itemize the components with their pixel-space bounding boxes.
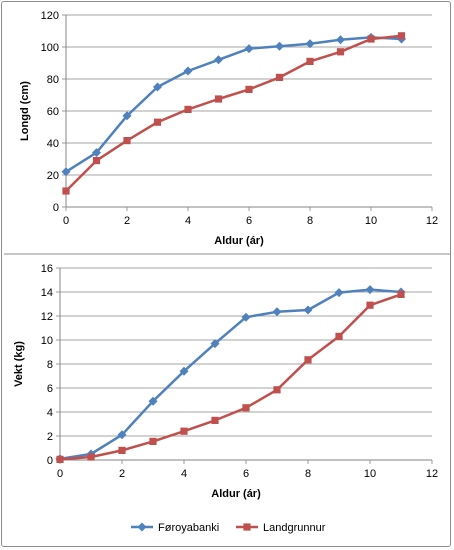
y-tick-label: 4 [47, 407, 53, 419]
data-point-landgrunnur [211, 416, 219, 424]
data-point-f-royabanki [365, 285, 375, 295]
data-point-landgrunnur [153, 118, 162, 126]
y-tick-label: 10 [41, 335, 53, 347]
x-tick-label: 12 [426, 468, 438, 480]
data-point-landgrunnur [123, 137, 131, 145]
y-tick-label: 120 [41, 10, 59, 22]
y-tick-label: 100 [41, 42, 59, 54]
x-tick-label: 0 [63, 215, 69, 227]
y-axis-title: Longd (cm) [19, 81, 31, 141]
x-tick-label: 10 [365, 215, 377, 227]
x-tick-label: 8 [307, 215, 313, 227]
data-point-landgrunnur [242, 404, 250, 412]
y-tick-label: 80 [47, 74, 59, 86]
data-point-f-royabanki [61, 167, 71, 177]
y-tick-label: 0 [53, 202, 59, 214]
data-point-f-royabanki [244, 44, 254, 54]
data-point-landgrunnur [275, 73, 284, 81]
data-point-f-royabanki [117, 430, 127, 440]
y-tick-label: 40 [47, 138, 59, 150]
x-tick-label: 8 [305, 468, 311, 480]
y-tick-label: 6 [47, 383, 53, 395]
x-tick-label: 6 [243, 468, 249, 480]
x-tick-label: 2 [124, 215, 130, 227]
data-point-f-royabanki [92, 148, 101, 158]
y-tick-label: 14 [41, 287, 53, 299]
y-tick-label: 12 [41, 311, 53, 323]
x-tick-label: 4 [185, 215, 191, 227]
series-line-f-royabanki [65, 36, 402, 173]
series-line-landgrunnur [59, 293, 402, 461]
data-point-f-royabanki [122, 111, 132, 121]
series-line-f-royabanki [59, 288, 402, 461]
data-point-landgrunnur [184, 105, 192, 113]
data-point-f-royabanki [153, 82, 162, 92]
y-tick-label: 8 [47, 359, 53, 371]
data-point-landgrunnur [397, 32, 406, 40]
y-tick-label: 2 [47, 431, 53, 443]
data-point-f-royabanki [336, 35, 345, 45]
data-point-landgrunnur [397, 290, 405, 298]
data-point-f-royabanki [214, 55, 223, 65]
data-point-f-royabanki [305, 39, 315, 49]
data-point-f-royabanki [210, 339, 220, 349]
data-point-landgrunnur [56, 455, 64, 463]
x-axis-title: Aldur (ár) [211, 488, 261, 500]
y-tick-label: 20 [47, 170, 59, 182]
data-point-f-royabanki [183, 66, 193, 76]
data-point-landgrunnur [62, 187, 70, 195]
legend-item-landgrunnur: Landgrunnur [236, 522, 326, 534]
data-point-landgrunnur [366, 301, 374, 309]
y-tick-label: 16 [41, 263, 53, 275]
data-point-landgrunnur [335, 332, 343, 340]
y-tick-label: 60 [47, 106, 59, 118]
x-tick-label: 12 [426, 215, 438, 227]
data-point-landgrunnur [180, 427, 188, 435]
x-tick-label: 10 [364, 468, 376, 480]
x-tick-label: 2 [119, 468, 125, 480]
data-point-f-royabanki [148, 396, 158, 406]
x-axis-title: Aldur (ár) [214, 235, 264, 247]
data-point-landgrunnur [304, 356, 312, 364]
data-point-landgrunnur [149, 437, 157, 445]
legend: Føroyabanki Landgrunnur [131, 522, 326, 534]
legend-marker [137, 522, 147, 532]
data-point-landgrunnur [214, 95, 223, 103]
y-axis-title: Vekt (kg) [13, 341, 25, 387]
data-point-landgrunnur [306, 57, 314, 65]
data-point-landgrunnur [367, 35, 375, 43]
legend-label: Landgrunnur [263, 522, 326, 534]
data-point-f-royabanki [179, 366, 189, 376]
data-point-f-royabanki [303, 305, 313, 315]
legend-item-f-royabanki: Føroyabanki [131, 522, 219, 534]
x-tick-label: 4 [181, 468, 187, 480]
data-point-landgrunnur [87, 453, 95, 461]
data-point-landgrunnur [336, 48, 345, 56]
length-chart: 0 20 40 60 80 100 120 0 2 4 6 8 10 12 Aldur (ár) Longd … [19, 10, 438, 247]
y-tick-label: 0 [47, 455, 53, 467]
data-point-f-royabanki [272, 307, 282, 317]
data-point-landgrunnur [245, 85, 253, 93]
legend-label: Føroyabanki [158, 522, 219, 534]
data-point-landgrunnur [92, 157, 101, 165]
data-point-f-royabanki [275, 41, 284, 51]
data-point-landgrunnur [118, 446, 126, 454]
series-line-landgrunnur [65, 34, 402, 192]
data-point-f-royabanki [241, 312, 251, 322]
data-point-f-royabanki [334, 288, 344, 298]
data-point-landgrunnur [273, 386, 281, 394]
weight-chart: 0 2 4 6 8 10 12 14 16 0 2 4 6 8 10 12 Aldur (ár) Vekt (kg… [13, 263, 438, 500]
legend-marker [243, 523, 251, 531]
x-tick-label: 0 [57, 468, 63, 480]
x-tick-label: 6 [246, 215, 252, 227]
